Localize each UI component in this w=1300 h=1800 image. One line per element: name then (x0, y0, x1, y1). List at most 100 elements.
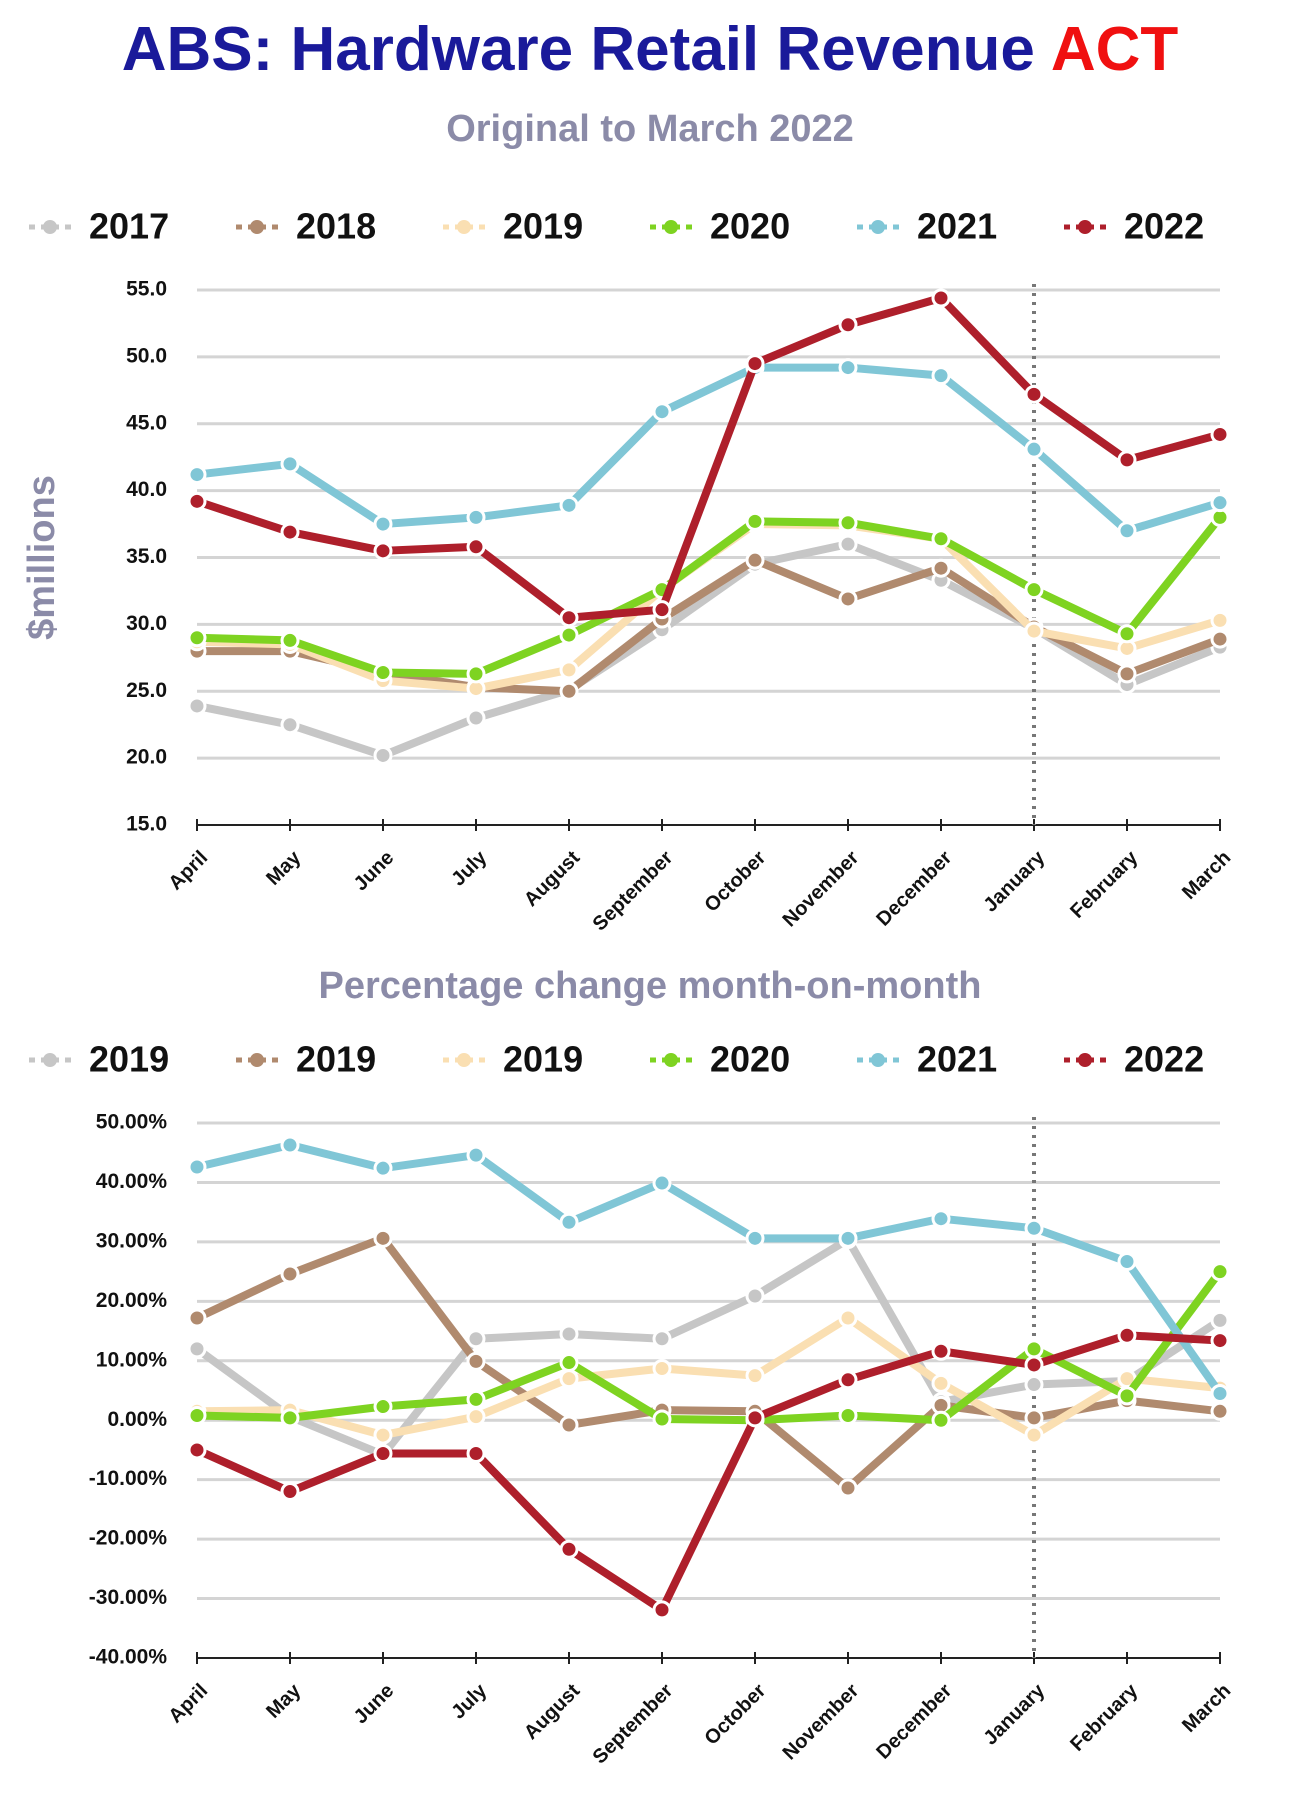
data-point (373, 1228, 393, 1248)
data-point (280, 1135, 300, 1155)
data-point (559, 660, 579, 680)
data-point (745, 511, 765, 531)
x-tick-label: August (520, 1679, 585, 1744)
y-axis-label: $millions (21, 475, 63, 640)
data-point (187, 1405, 207, 1425)
data-point (838, 1370, 858, 1390)
x-tick-label: March (1178, 847, 1235, 904)
y-tick-label: 55.0 (126, 278, 167, 301)
data-point (838, 513, 858, 533)
data-point (838, 1228, 858, 1248)
data-point (1210, 493, 1230, 513)
legend-label: 2019 (503, 1039, 583, 1080)
data-point (373, 1158, 393, 1178)
legend-marker (1078, 220, 1092, 234)
legend-label: 2022 (1124, 1039, 1204, 1080)
y-tick-label: 25.0 (126, 679, 167, 702)
data-point (1024, 1218, 1044, 1238)
data-point (1210, 1310, 1230, 1330)
data-point (1210, 629, 1230, 649)
data-point (1117, 1386, 1137, 1406)
data-point (1117, 521, 1137, 541)
data-point (280, 1408, 300, 1428)
data-point (652, 1329, 672, 1349)
data-point (559, 1353, 579, 1373)
x-tick-label: December (872, 847, 956, 931)
data-point (1210, 1383, 1230, 1403)
y-tick-label: 30.0 (126, 612, 167, 635)
data-point (280, 630, 300, 650)
legend-marker (1078, 1053, 1092, 1067)
data-point (187, 628, 207, 648)
data-point (559, 1415, 579, 1435)
data-point (559, 495, 579, 515)
legend-label: 2021 (917, 206, 997, 247)
y-tick-label: 15.0 (126, 813, 167, 836)
series-line (195, 1234, 1221, 1492)
data-point (466, 1444, 486, 1464)
data-point (1024, 1375, 1044, 1395)
data-point (652, 402, 672, 422)
data-point (931, 1209, 951, 1229)
data-point (280, 1482, 300, 1502)
data-point (931, 1341, 951, 1361)
series-line (196, 1313, 1221, 1440)
legend-label: 2020 (710, 1039, 790, 1080)
data-point (931, 558, 951, 578)
legend-label: 2021 (917, 1039, 997, 1080)
x-tick-label: August (520, 846, 585, 911)
data-point (1210, 1401, 1230, 1421)
data-point (838, 1478, 858, 1498)
y-tick-label: 10.00% (96, 1348, 168, 1371)
data-point (373, 514, 393, 534)
data-point (838, 589, 858, 609)
data-point (1024, 621, 1044, 641)
data-point (838, 358, 858, 378)
series-line (195, 1331, 1221, 1614)
data-point (1210, 424, 1230, 444)
data-point (745, 1408, 765, 1428)
data-point (466, 537, 486, 557)
series-line (196, 1140, 1224, 1396)
chart-subtitle: Percentage change month-on-month (319, 965, 982, 1007)
data-point (931, 1373, 951, 1393)
x-tick-label: February (1066, 1679, 1143, 1756)
series-line (196, 1269, 1224, 1425)
x-tick-label: January (979, 846, 1049, 916)
data-point (373, 663, 393, 683)
data-point (1024, 1408, 1044, 1428)
x-tick-label: June (350, 847, 399, 896)
legend-marker (250, 1053, 264, 1067)
data-point (931, 1410, 951, 1430)
series-line (195, 294, 1222, 622)
chart-subtitle: Original to March 2022 (446, 108, 854, 150)
x-tick-label: May (262, 846, 306, 890)
legend-label: 2018 (296, 206, 376, 247)
data-point (652, 1409, 672, 1429)
data-point (466, 1145, 486, 1165)
data-point (652, 1600, 672, 1620)
data-point (1117, 1325, 1137, 1345)
data-point (652, 1173, 672, 1193)
data-point (1210, 1262, 1230, 1282)
data-point (187, 1339, 207, 1359)
data-point (373, 1425, 393, 1445)
y-tick-label: 35.0 (126, 545, 167, 568)
data-point (1210, 1331, 1230, 1351)
legend-label: 2019 (503, 206, 583, 247)
data-point (187, 1440, 207, 1460)
y-tick-label: 20.00% (96, 1289, 168, 1312)
legend-marker (664, 1053, 678, 1067)
data-point (838, 1308, 858, 1328)
data-point (373, 745, 393, 765)
data-point (559, 608, 579, 628)
y-tick-label: 30.00% (96, 1229, 168, 1252)
data-point (373, 1444, 393, 1464)
legend-marker (664, 220, 678, 234)
data-point (745, 354, 765, 374)
y-tick-label: 20.0 (126, 746, 167, 769)
x-tick-label: July (447, 1679, 491, 1723)
data-point (1024, 1355, 1044, 1375)
data-point (373, 1397, 393, 1417)
